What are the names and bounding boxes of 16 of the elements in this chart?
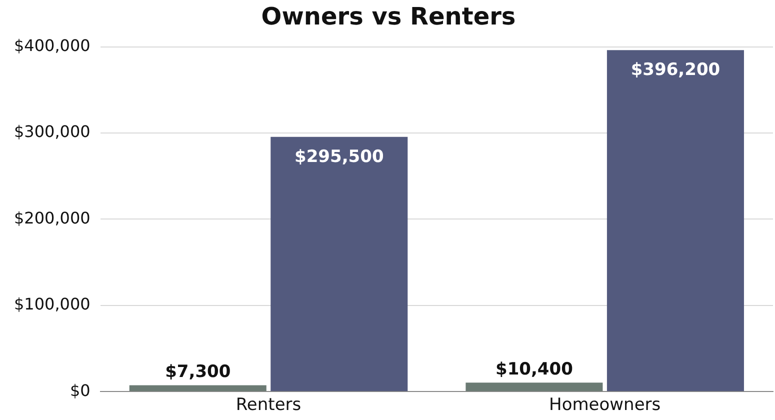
bar: [466, 382, 603, 392]
y-tick-label: $400,000: [14, 36, 90, 55]
bar: [606, 50, 744, 392]
y-tick-label: $200,000: [14, 208, 90, 228]
x-tick-label: Homeowners: [549, 395, 661, 416]
bar: [270, 136, 408, 392]
data-label: $7,300: [165, 362, 231, 382]
data-label: $396,200: [630, 60, 720, 80]
y-tick-label: $100,000: [14, 294, 90, 314]
y-tick-label: $300,000: [14, 122, 90, 142]
y-tick-label: $0: [70, 380, 90, 400]
bar: [129, 385, 266, 392]
chart-title: Owners vs Renters: [261, 2, 516, 31]
data-label: $10,400: [495, 360, 574, 380]
x-tick-label: Renters: [236, 395, 302, 416]
data-label: $295,500: [294, 146, 384, 167]
